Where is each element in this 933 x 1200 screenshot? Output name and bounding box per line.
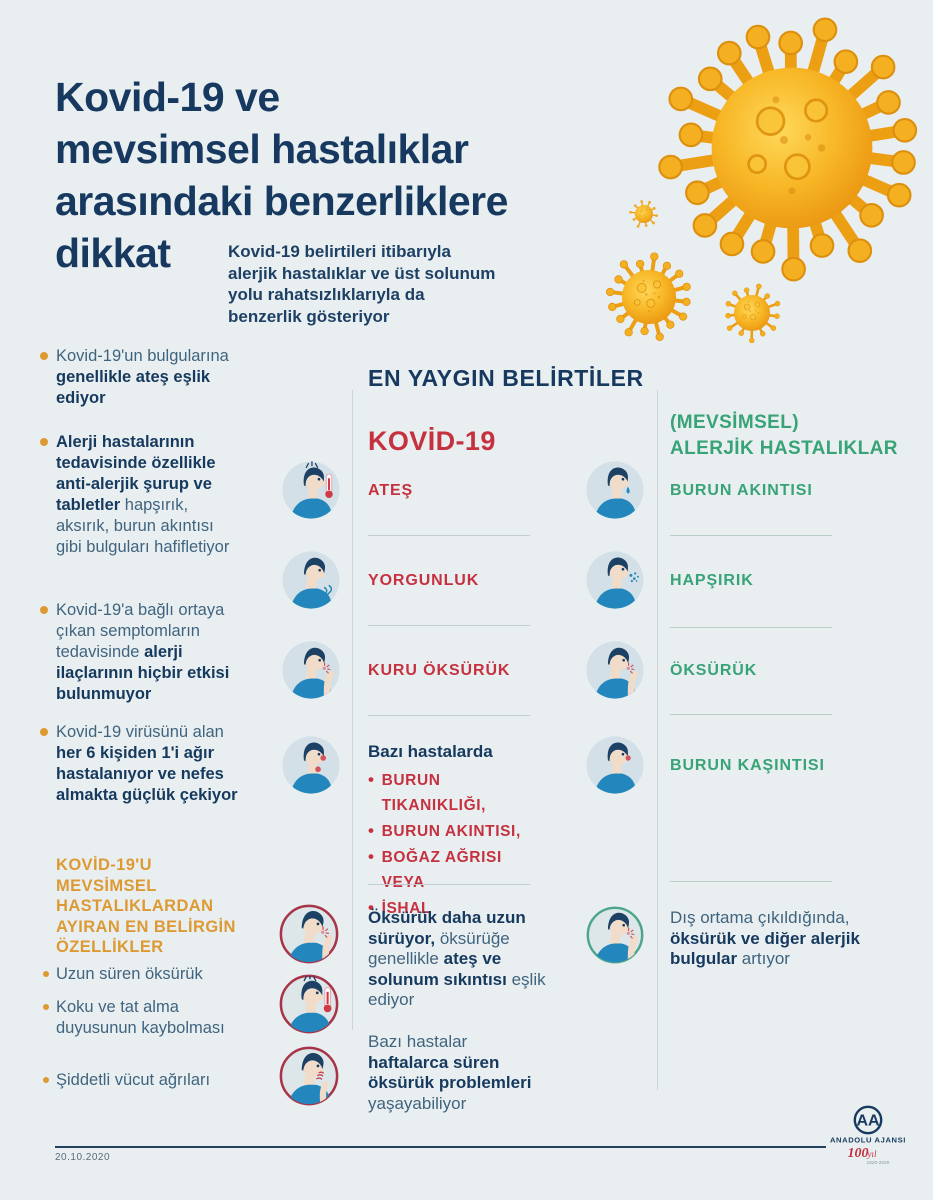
svg-text:1920-2020: 1920-2020	[867, 1160, 890, 1166]
person-runny-nose-icon	[585, 460, 645, 520]
allergy-symptom-label: ÖKSÜRÜK	[670, 662, 758, 679]
bullet-dot-icon: •	[368, 847, 375, 866]
coronavirus-medium-icon	[604, 252, 694, 342]
person-neck-ache-icon	[278, 1045, 340, 1107]
person-sneezing-icon	[585, 550, 645, 610]
person-congestion-sore-throat-icon	[281, 735, 341, 795]
fact-bullet: Kovid-19'un bulgularına genellikle ateş …	[40, 346, 238, 409]
person-dry-cough-icon	[281, 640, 341, 700]
column-rule	[657, 390, 658, 1090]
bullet-dot-icon: •	[368, 770, 375, 789]
anadolu-ajansi-logo: AA ANADOLU AJANSI 100 yıl 1920-2020	[820, 1104, 916, 1172]
covid-note: Bazı hastalar haftalarca süren öksürük p…	[368, 1032, 532, 1113]
bullet-dot-icon	[43, 971, 49, 977]
coronavirus-small-icon	[722, 283, 782, 344]
row-divider	[670, 627, 832, 628]
svg-text:100: 100	[848, 1146, 869, 1161]
bullet-dot-icon	[43, 1077, 49, 1083]
row-divider	[670, 535, 832, 536]
covid-note: Öksürük daha uzun sürüyor, öksürüğe gene…	[368, 908, 546, 1009]
title-line: arasındaki benzerliklere	[55, 178, 508, 225]
distinguishing-bullet: Koku ve tat alma duyusunun kaybolması	[43, 997, 231, 1039]
person-fever-thermometer-icon	[278, 973, 340, 1035]
bullet-dot-icon	[40, 438, 48, 446]
distinguishing-bullet: Şiddetli vücut ağrıları	[43, 1070, 231, 1091]
symptoms-heading: EN YAYGIN BELİRTİLER	[368, 365, 644, 392]
covid-symptom-label: ATEŞ	[368, 482, 414, 499]
allergy-symptom-label: BURUN KAŞINTISI	[670, 757, 825, 774]
covid-symptom-label: Bazı hastalarda	[368, 742, 493, 761]
covid-symptom-label: YORGUNLUK	[368, 572, 480, 589]
person-long-cough-icon	[278, 903, 340, 965]
row-divider	[368, 884, 530, 885]
allergy-title-line: (MEVSİMSEL)	[670, 412, 799, 433]
fact-bullet: Kovid-19 virüsünü alan her 6 kişiden 1'i…	[40, 722, 238, 806]
covid-column-title: KOVİD-19	[368, 426, 496, 456]
covid-symptom-group: Bazı hastalarda • BURUN TIKANIKLIĞI, • BURU…	[368, 742, 548, 921]
row-divider	[670, 714, 832, 715]
bullet-dot-icon: •	[368, 821, 375, 840]
allergy-note: Dış ortama çıkıldığında, öksürük ve diğe…	[670, 908, 860, 968]
title-line: Kovid-19 ve	[55, 74, 280, 121]
person-itchy-nose-icon	[585, 735, 645, 795]
person-coughing-icon	[585, 640, 645, 700]
distinguishing-title: KOVİD-19'U MEVSİMSEL HASTALIKLARDAN AYIR…	[56, 856, 236, 956]
fact-bullet: Alerji hastalarının tedavisinde özellikl…	[40, 432, 238, 558]
allergy-symptom-label: HAPŞIRIK	[670, 572, 754, 589]
row-divider	[368, 715, 530, 716]
row-divider	[670, 881, 832, 882]
person-fever-thermometer-icon	[281, 460, 341, 520]
fact-bullet: Kovid-19'a bağlı ortaya çıkan semptomlar…	[40, 600, 238, 705]
svg-text:AA: AA	[856, 1113, 880, 1130]
bullet-dot-icon	[43, 1004, 49, 1010]
footer-rule	[55, 1146, 826, 1148]
bullet-dot-icon	[40, 606, 48, 614]
person-cough-outdoor-icon	[585, 905, 645, 965]
svg-text:ANADOLU AJANSI: ANADOLU AJANSI	[830, 1136, 906, 1145]
coronavirus-large-icon	[658, 14, 926, 282]
allergy-column-title: (MEVSİMSEL) ALERJİK HASTALIKLAR	[670, 410, 898, 462]
bullet-dot-icon	[40, 352, 48, 360]
bullet-dot-icon	[40, 728, 48, 736]
row-divider	[368, 535, 530, 536]
person-fatigue-icon	[281, 550, 341, 610]
page-title: Kovid-19 ve mevsimsel hastalıklar arasında…	[55, 71, 508, 279]
coronavirus-tiny-icon	[629, 199, 659, 229]
title-line: mevsimsel hastalıklar	[55, 126, 469, 173]
svg-text:yıl: yıl	[867, 1149, 877, 1159]
title-line: dikkat	[55, 230, 171, 277]
page-subtitle: Kovid-19 belirtileri itibarıyla alerjik …	[228, 242, 496, 326]
covid-sub-symptom: • BURUN AKINTISI,	[368, 818, 548, 844]
bullet-dot-icon: •	[368, 898, 375, 917]
allergy-title-line: ALERJİK HASTALIKLAR	[670, 438, 898, 459]
covid-sub-symptom: • BURUN TIKANIKLIĞI,	[368, 767, 548, 818]
covid-symptom-label: KURU ÖKSÜRÜK	[368, 662, 511, 679]
column-rule	[352, 390, 353, 1030]
row-divider	[368, 625, 530, 626]
distinguishing-bullet: Uzun süren öksürük	[43, 964, 231, 985]
covid-sub-symptom: • BOĞAZ AĞRISI VEYA	[368, 844, 548, 895]
covid-sub-symptom: • İSHAL	[368, 895, 548, 921]
publish-date: 20.10.2020	[55, 1152, 111, 1163]
allergy-symptom-label: BURUN AKINTISI	[670, 482, 813, 499]
